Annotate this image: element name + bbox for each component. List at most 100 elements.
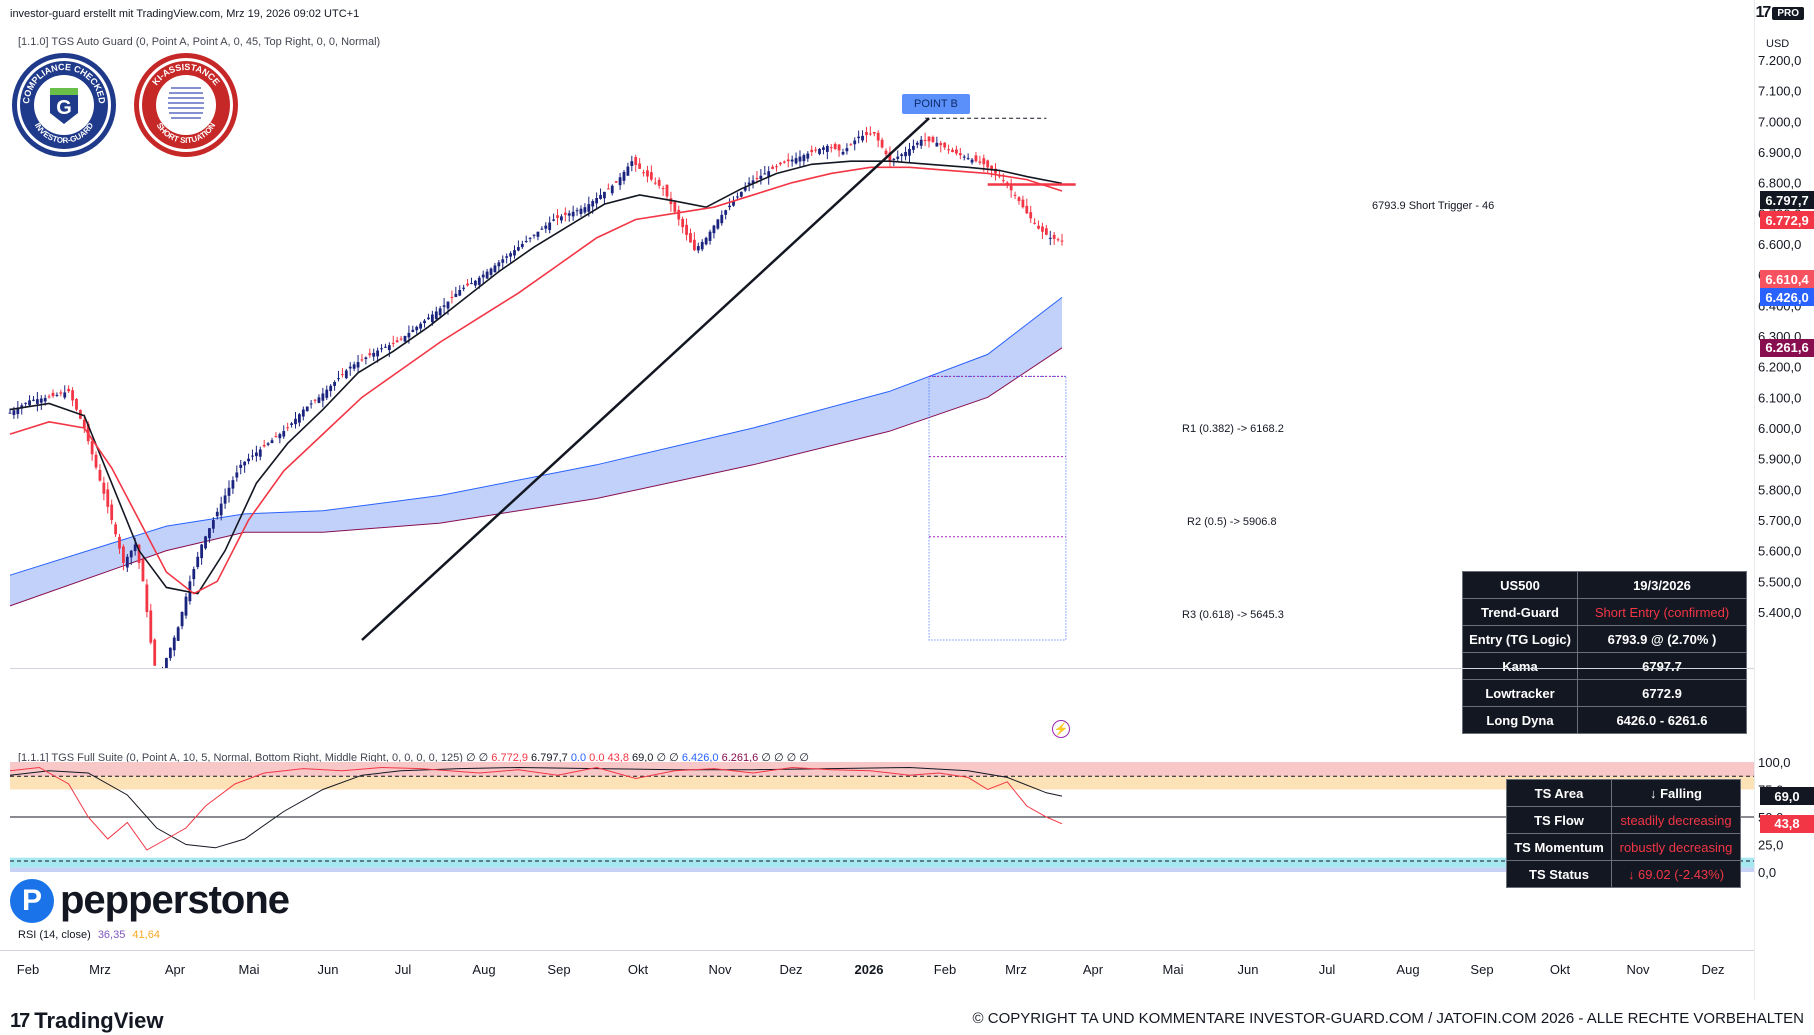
candle-body xyxy=(176,627,180,641)
candle-body xyxy=(239,464,243,468)
osc-red-line xyxy=(9,766,1063,851)
candle-body xyxy=(845,148,849,152)
candle-body xyxy=(317,397,321,403)
price-chart[interactable] xyxy=(0,28,1760,668)
fs-val: ∅ xyxy=(786,752,797,764)
candle-body xyxy=(1044,228,1048,235)
fs-val: ∅ xyxy=(799,752,809,764)
candle-body xyxy=(387,345,391,351)
info-row-long-dyna: Long Dyna 6426.0 - 6261.6 xyxy=(1462,706,1747,734)
price-badge: 6.261,6 xyxy=(1760,338,1814,357)
tradingview-pro-logo: 17 PRO xyxy=(1756,4,1804,22)
info-label: Long Dyna xyxy=(1462,706,1578,734)
info-row-trend-guard: Trend-Guard Short Entry (confirmed) xyxy=(1462,598,1747,626)
candle-body xyxy=(751,180,755,185)
fs-val: ∅ xyxy=(656,752,667,764)
r3-label: R3 (0.618) -> 5645.3 xyxy=(1182,609,1284,621)
candle-body xyxy=(786,159,790,162)
r2-label: R2 (0.5) -> 5906.8 xyxy=(1187,516,1277,528)
candle-body xyxy=(35,399,39,404)
candle-body xyxy=(696,246,700,251)
r1-label: R1 (0.382) -> 6168.2 xyxy=(1182,423,1284,435)
candle-body xyxy=(290,423,293,425)
tradingview-footer-logo[interactable]: 17 TradingView xyxy=(10,1008,163,1034)
candle-body xyxy=(75,398,78,410)
fs-val: 6.772,9 xyxy=(491,752,528,764)
candle-body xyxy=(313,399,317,401)
candle-body xyxy=(407,332,411,338)
candle-body xyxy=(493,265,497,273)
oscillator-chart[interactable] xyxy=(0,754,1760,914)
candle-body xyxy=(806,153,810,159)
info-label: Trend-Guard xyxy=(1462,598,1578,626)
ts-value: steadily decreasing xyxy=(1611,806,1741,834)
candle-body xyxy=(794,158,798,164)
candle-body xyxy=(1009,185,1013,191)
candle-body xyxy=(583,207,587,213)
compliance-checked-badge: COMPLIANCE CHECKED INVESTOR-GUARD G xyxy=(12,53,116,157)
candle-body xyxy=(728,205,731,208)
fs-val: ∅ xyxy=(761,752,771,764)
price-axis[interactable]: 7.200,07.100,07.000,06.900,06.800,06.700… xyxy=(1754,0,1814,1000)
candle-body xyxy=(865,131,868,136)
candle-body xyxy=(939,143,943,146)
candle-body xyxy=(927,136,931,142)
candle-body xyxy=(466,283,469,286)
x-tick-label: Aug xyxy=(472,962,495,977)
candle-body xyxy=(501,259,505,263)
x-tick-label: Apr xyxy=(165,962,186,977)
candle-body xyxy=(1060,240,1064,242)
info-label: Entry (TG Logic) xyxy=(1462,625,1578,653)
candle-body xyxy=(149,610,153,643)
pane-divider[interactable] xyxy=(10,668,1754,669)
candle-body xyxy=(333,382,336,386)
candle-body xyxy=(341,374,344,376)
price-badge: 6.772,9 xyxy=(1760,211,1814,229)
candle-body xyxy=(548,222,552,231)
candle-body xyxy=(168,647,172,659)
candle-body xyxy=(133,544,137,552)
full-suite-legend[interactable]: [1.1.1] TGS Full Suite (0, Point A, 10, … xyxy=(18,751,809,764)
info-label: Lowtracker xyxy=(1462,679,1578,707)
candle-body xyxy=(689,233,692,243)
alert-lightning-icon[interactable]: ⚡ xyxy=(1052,720,1070,738)
candle-body xyxy=(297,414,301,423)
candle-body xyxy=(423,320,426,324)
rsi-value: 36,35 xyxy=(97,929,126,941)
candle-body xyxy=(211,520,215,529)
candle-body xyxy=(1037,225,1040,229)
candle-body xyxy=(243,461,247,466)
info-label: Kama xyxy=(1462,652,1578,680)
x-tick-label: Aug xyxy=(1396,962,1419,977)
candle-body xyxy=(923,140,927,142)
time-axis[interactable]: Feb Mrz Apr Mai Jun Jul Aug Sep Okt Nov Dez 2026 Feb… xyxy=(0,955,1754,985)
osc-tick-label: 0,0 xyxy=(1758,865,1776,880)
ts-row-area: TS Area ↓ Falling xyxy=(1506,779,1741,807)
copyright-text: © COPYRIGHT TA UND KOMMENTARE INVESTOR-G… xyxy=(972,1010,1804,1027)
candle-body xyxy=(532,234,536,236)
candle-body xyxy=(489,268,493,275)
candle-body xyxy=(165,658,168,668)
ts-value: robustly decreasing xyxy=(1611,833,1741,861)
fs-val: 6.261,6 xyxy=(721,752,759,764)
candle-body xyxy=(12,410,16,416)
candle-body xyxy=(1052,234,1056,239)
candle-body xyxy=(305,406,309,412)
x-tick-label: Mai xyxy=(1163,962,1184,977)
candle-body xyxy=(51,392,55,397)
candle-body xyxy=(818,148,821,154)
candle-body xyxy=(692,239,696,251)
auto-guard-legend[interactable]: [1.1.0] TGS Auto Guard (0, Point A, Poin… xyxy=(18,36,381,48)
ts-row-momentum: TS Momentum robustly decreasing xyxy=(1506,833,1741,861)
y-tick-label: 7.100,0 xyxy=(1758,84,1801,99)
candle-body xyxy=(978,161,982,163)
candle-body xyxy=(360,359,364,361)
candle-body xyxy=(419,323,423,329)
candle-body xyxy=(653,182,657,184)
candle-body xyxy=(481,274,485,278)
candle-body xyxy=(825,145,829,152)
point-b-label[interactable]: POINT B xyxy=(902,94,970,114)
rsi-legend[interactable]: RSI (14, close) 36,35 41,64 xyxy=(18,929,160,941)
price-badge: 6.426,0 xyxy=(1760,288,1814,307)
candle-body xyxy=(102,482,106,494)
